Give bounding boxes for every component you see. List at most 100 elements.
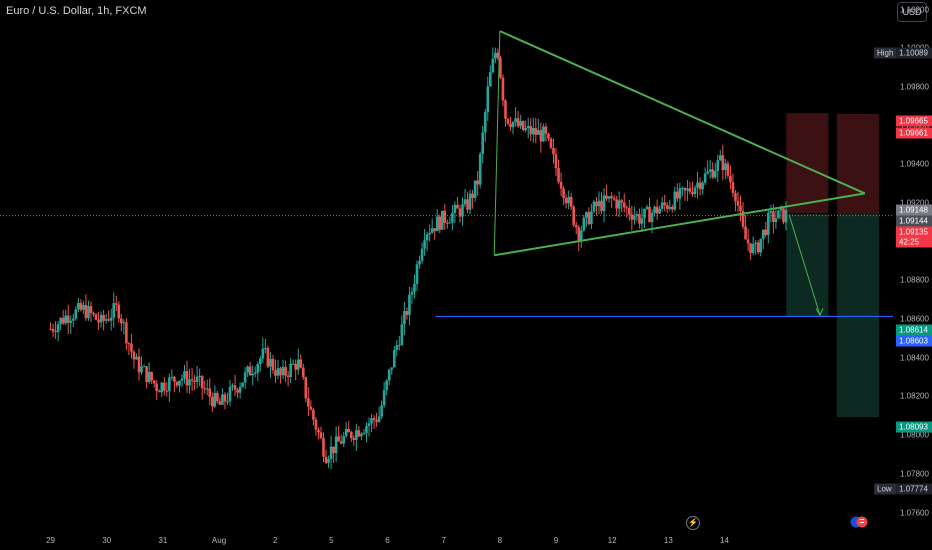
candle-body	[97, 319, 100, 323]
candle-body	[375, 419, 378, 422]
candle-body	[481, 132, 485, 155]
candle-body	[777, 210, 780, 219]
candle-body	[749, 243, 752, 254]
candle-body	[698, 182, 702, 190]
candle-body	[610, 196, 613, 199]
candle-body	[347, 429, 351, 433]
candle-body	[99, 315, 103, 323]
candle-body	[309, 406, 313, 410]
candle-body	[544, 126, 548, 134]
candle-body	[352, 438, 356, 440]
candle-body	[216, 392, 219, 402]
candle-body	[284, 367, 287, 376]
candle-body	[408, 294, 411, 316]
candle-body	[135, 356, 138, 360]
entry-a-tag: 1.09148	[896, 204, 932, 216]
candle-body	[779, 208, 783, 211]
candle-body	[713, 170, 717, 178]
candle-body	[387, 369, 391, 381]
candle-body	[635, 214, 639, 217]
candle-body	[276, 368, 280, 376]
candle-body	[324, 456, 328, 463]
candle-body	[312, 409, 315, 420]
y-tick-label: 1.08000	[900, 430, 929, 440]
candle-body	[435, 216, 439, 232]
candle-body	[107, 319, 110, 321]
candle-body	[746, 239, 750, 244]
projection-arrow-head	[815, 308, 824, 317]
candle-body	[337, 436, 340, 442]
candle-body	[317, 429, 320, 433]
candle-body	[590, 211, 593, 225]
candle-body	[281, 367, 285, 376]
candle-body	[668, 206, 672, 209]
candle-body	[238, 386, 242, 393]
candle-body	[420, 248, 424, 261]
lightning-icon[interactable]: ⚡	[686, 516, 700, 530]
candle-body	[195, 376, 199, 383]
candle-body	[279, 368, 282, 376]
candle-body	[274, 370, 277, 376]
eu-us-flag-icon[interactable]	[850, 516, 868, 528]
candle-body	[296, 359, 300, 370]
candle-body	[264, 348, 267, 350]
currency-button[interactable]: USD	[897, 2, 927, 22]
candle-body	[539, 130, 543, 142]
candle-body	[650, 212, 654, 223]
candle-body	[180, 378, 184, 381]
candle-body	[246, 366, 249, 373]
stop-top-tag: 1.09665	[896, 115, 932, 127]
high-label: High	[874, 47, 898, 59]
candle-body	[223, 394, 227, 402]
candle-body	[193, 380, 196, 383]
candle-body	[461, 204, 464, 217]
candle-body	[501, 77, 505, 101]
candle-body	[377, 416, 381, 422]
take-profit-zone	[836, 213, 879, 418]
candle-body	[423, 240, 426, 249]
candle-body	[430, 228, 434, 233]
candle-body	[655, 206, 659, 214]
candle-body	[200, 375, 204, 389]
candle-body	[372, 418, 376, 420]
candle-body	[243, 372, 247, 383]
candle-body	[706, 171, 709, 174]
candle-body	[516, 118, 520, 127]
candle-body	[693, 187, 697, 195]
candle-body	[403, 311, 406, 325]
candle-body	[299, 359, 303, 368]
candle-body	[761, 229, 765, 239]
countdown-tag: 42:25	[896, 236, 932, 248]
candle-body	[620, 200, 624, 203]
candle-body	[332, 446, 335, 454]
candle-body	[587, 212, 591, 225]
candle-body	[564, 198, 568, 204]
candle-body	[478, 154, 482, 185]
candle-body	[453, 204, 457, 213]
y-tick-label: 1.09400	[900, 159, 929, 169]
candle-body	[602, 195, 606, 212]
candle-body	[547, 133, 550, 139]
candle-body	[54, 331, 57, 333]
candle-body	[605, 195, 608, 199]
candle-body	[466, 199, 469, 210]
candle-body	[645, 206, 649, 209]
candle-body	[221, 394, 224, 405]
candle-body	[226, 401, 229, 403]
candle-body	[774, 218, 778, 222]
candle-body	[582, 217, 586, 231]
candle-body	[360, 433, 363, 437]
low-label: Low	[874, 483, 898, 495]
candle-body	[344, 429, 348, 437]
candle-body	[188, 379, 191, 386]
candle-body	[339, 441, 343, 444]
symbol-title[interactable]: Euro / U.S. Dollar, 1h, FXCM	[6, 5, 147, 17]
candle-body	[531, 128, 535, 135]
candle-body	[524, 128, 527, 131]
candle-body	[94, 314, 98, 320]
candle-body	[633, 216, 636, 220]
candle-body	[289, 363, 292, 377]
candle-body	[494, 52, 497, 59]
candle-body	[726, 163, 730, 176]
